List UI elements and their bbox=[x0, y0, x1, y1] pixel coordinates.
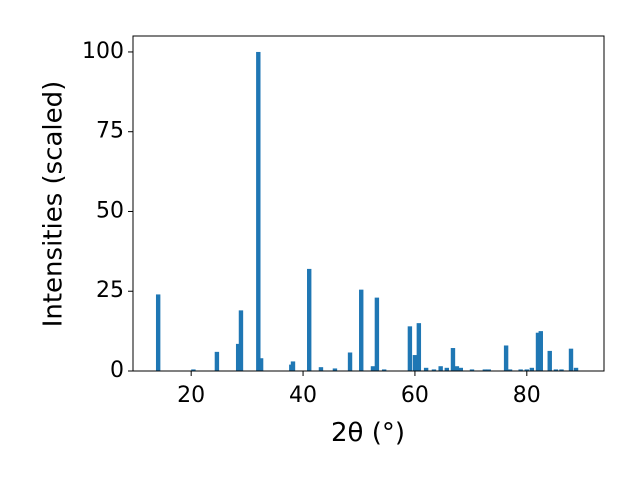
x-tick-label: 20 bbox=[177, 383, 205, 408]
bar bbox=[553, 369, 559, 371]
bar bbox=[214, 351, 220, 371]
bar bbox=[486, 369, 491, 371]
bar bbox=[238, 310, 244, 371]
bar bbox=[381, 369, 387, 371]
x-tick-label: 60 bbox=[401, 383, 429, 408]
bar bbox=[538, 331, 543, 371]
x-tick-label: 40 bbox=[289, 383, 317, 408]
y-tick-label: 0 bbox=[110, 358, 124, 383]
bar bbox=[482, 369, 488, 371]
y-tick-label: 100 bbox=[82, 39, 124, 64]
bar bbox=[191, 369, 196, 371]
bar bbox=[573, 367, 579, 371]
bar bbox=[469, 369, 475, 371]
y-tick-label: 25 bbox=[96, 278, 124, 303]
bar bbox=[347, 352, 353, 371]
y-axis-label: Intensities (scaled) bbox=[39, 81, 69, 328]
bar bbox=[258, 358, 264, 371]
bar bbox=[568, 348, 574, 371]
x-tick-label: 80 bbox=[513, 383, 541, 408]
bar bbox=[431, 369, 437, 371]
bar bbox=[412, 355, 418, 371]
bar bbox=[535, 332, 541, 371]
bar bbox=[423, 367, 429, 371]
bar bbox=[454, 366, 460, 371]
bar bbox=[407, 326, 413, 371]
bar bbox=[155, 294, 161, 371]
bar bbox=[416, 323, 422, 371]
bar bbox=[307, 268, 312, 371]
bar bbox=[529, 367, 535, 371]
bar bbox=[359, 289, 364, 371]
bar bbox=[370, 366, 376, 371]
bar bbox=[458, 367, 463, 371]
bar bbox=[524, 369, 530, 371]
bar bbox=[518, 369, 523, 371]
bar bbox=[559, 369, 564, 371]
y-tick-label: 75 bbox=[96, 119, 124, 144]
bar bbox=[444, 367, 450, 371]
y-tick-label: 50 bbox=[96, 198, 124, 223]
bar bbox=[256, 51, 261, 371]
bar bbox=[318, 367, 324, 371]
bar bbox=[450, 348, 456, 371]
bar bbox=[507, 369, 513, 371]
bar bbox=[438, 366, 443, 371]
bar bbox=[503, 345, 509, 371]
bar bbox=[547, 350, 552, 371]
bar bbox=[235, 343, 241, 371]
bar bbox=[374, 297, 380, 371]
bar bbox=[290, 361, 296, 371]
x-axis-label: 2θ (°) bbox=[331, 418, 405, 448]
bar bbox=[332, 368, 338, 371]
plot-frame bbox=[132, 35, 605, 372]
